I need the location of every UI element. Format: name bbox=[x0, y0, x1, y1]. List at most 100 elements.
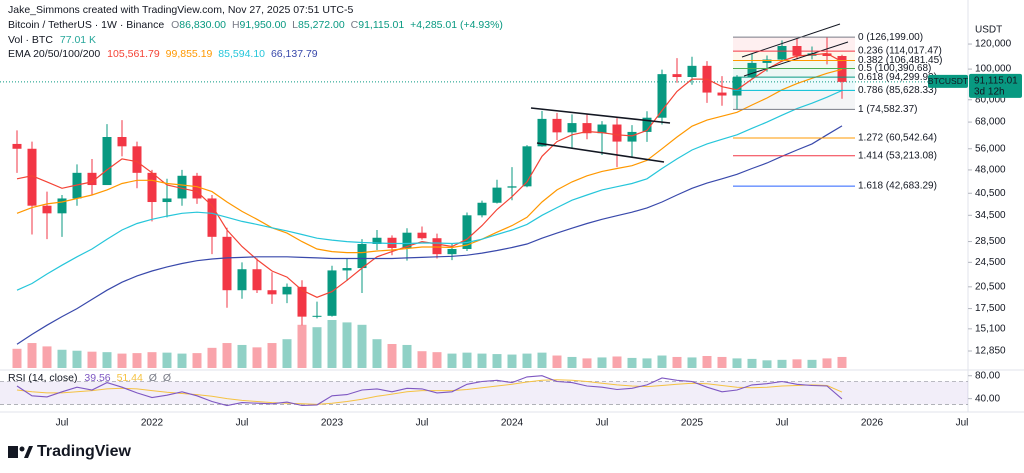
volume-bar bbox=[672, 356, 682, 368]
fib-label: 0.786 (85,628.33) bbox=[858, 85, 937, 96]
change: +4,285.01 (+4.93%) bbox=[410, 19, 503, 31]
fib-label: 1 (74,582.37) bbox=[858, 104, 918, 115]
price-tag-value: 91,115.01 bbox=[974, 76, 1018, 87]
y-tick-label: 34,500 bbox=[975, 210, 1006, 221]
candle-body bbox=[72, 172, 82, 199]
candle-body bbox=[267, 290, 277, 295]
candle-body bbox=[237, 269, 247, 291]
fib-zone bbox=[733, 51, 855, 61]
x-tick-label: 2025 bbox=[681, 418, 704, 429]
volume-bar bbox=[432, 352, 442, 368]
volume-bar bbox=[342, 322, 352, 368]
candle-body bbox=[507, 186, 517, 188]
logo-mark bbox=[24, 446, 33, 458]
candle-body bbox=[132, 146, 142, 173]
candle-body bbox=[627, 131, 637, 142]
fib-label: 0.5 (100,390.68) bbox=[858, 63, 931, 74]
volume-bar bbox=[177, 353, 187, 368]
volume-bar bbox=[147, 352, 157, 368]
candle-body bbox=[522, 146, 532, 187]
candle-body bbox=[432, 238, 442, 255]
fib-zone bbox=[733, 90, 855, 110]
x-tick-label: Jul bbox=[596, 418, 609, 429]
candle-body bbox=[477, 202, 487, 216]
volume-bar bbox=[12, 348, 22, 368]
fib-label: 1.272 (60,542.64) bbox=[858, 133, 937, 144]
candle-body bbox=[717, 92, 727, 96]
candle-body bbox=[297, 286, 307, 317]
candle-body bbox=[117, 137, 127, 147]
symbol-tag-text: BTCUSDT bbox=[928, 76, 968, 86]
volume-bar bbox=[387, 344, 397, 368]
candle-body bbox=[222, 236, 232, 291]
volume-bar bbox=[252, 347, 262, 368]
volume-bar bbox=[162, 352, 172, 368]
candle-body bbox=[372, 237, 382, 244]
ema-value: 66,137.79 bbox=[271, 48, 318, 60]
candle-body bbox=[642, 117, 652, 132]
x-tick-label: 2026 bbox=[861, 418, 884, 429]
volume-bar bbox=[102, 352, 112, 368]
x-tick-label: Jul bbox=[776, 418, 789, 429]
volume-bar bbox=[762, 360, 772, 368]
volume-bar bbox=[837, 356, 847, 368]
fib-zone bbox=[733, 77, 855, 91]
candle-body bbox=[12, 143, 22, 149]
volume-bar bbox=[282, 339, 292, 368]
fib-label: 1.618 (42,683.29) bbox=[858, 181, 937, 192]
candle-body bbox=[822, 53, 832, 57]
volume-bar bbox=[372, 339, 382, 368]
volume-bar bbox=[192, 353, 202, 368]
candle-body bbox=[327, 270, 337, 316]
price-layer bbox=[12, 37, 847, 407]
volume-bar bbox=[582, 358, 592, 368]
candle-body bbox=[567, 123, 577, 133]
fib-label: 1.414 (53,213.08) bbox=[858, 150, 937, 161]
volume-line: Vol · BTC 77.01 K bbox=[8, 34, 96, 46]
ema-value: 105,561.79 bbox=[107, 48, 160, 60]
fib-label: 0.618 (94,299.92) bbox=[858, 72, 937, 83]
volume-bar bbox=[642, 358, 652, 368]
x-tick-label: 2022 bbox=[141, 418, 164, 429]
y-tick-label: 17,500 bbox=[975, 303, 1006, 314]
y-tick-label: 24,500 bbox=[975, 257, 1006, 268]
candle-body bbox=[582, 123, 592, 134]
candle-body bbox=[87, 172, 97, 186]
candle-body bbox=[762, 59, 772, 63]
ema-line bbox=[16, 89, 843, 291]
ohlc-value: 91,950.00 bbox=[240, 19, 287, 31]
y-tick-label: 68,000 bbox=[975, 117, 1006, 128]
candle-body bbox=[27, 148, 37, 206]
candle-body bbox=[177, 175, 187, 199]
volume-bar bbox=[567, 356, 577, 368]
rsi-title: RSI (14, close) bbox=[8, 372, 77, 384]
y-tick-label: 80,000 bbox=[975, 94, 1006, 105]
rsi-line: RSI (14, close) 39.56 51.44 Ø Ø bbox=[8, 372, 171, 384]
volume-bar bbox=[312, 327, 322, 368]
volume-bar bbox=[327, 320, 337, 368]
logo-mark bbox=[8, 446, 18, 458]
candle-body bbox=[732, 77, 742, 96]
candle-body bbox=[357, 243, 367, 269]
volume-value: 77.01 K bbox=[60, 34, 96, 46]
y-tick-label: 28,500 bbox=[975, 236, 1006, 247]
candle-body bbox=[207, 198, 217, 237]
volume-bar bbox=[87, 351, 97, 368]
volume-bar bbox=[807, 359, 817, 368]
candle-body bbox=[387, 237, 397, 248]
ema-title: EMA 20/50/100/200 bbox=[8, 48, 100, 60]
fib-label: 0 (126,199.00) bbox=[858, 32, 923, 43]
candle-body bbox=[102, 137, 112, 186]
volume-bar bbox=[537, 352, 547, 368]
candle-body bbox=[597, 124, 607, 134]
credit: Jake_Simmons created with TradingView.co… bbox=[8, 4, 353, 16]
rsi-tick-label: 80.00 bbox=[975, 370, 1000, 381]
volume-bar bbox=[657, 355, 667, 368]
candle-body bbox=[282, 286, 292, 295]
currency: USDT bbox=[975, 25, 1002, 36]
candle-body bbox=[342, 268, 352, 271]
candle-body bbox=[537, 118, 547, 147]
volume-bar bbox=[267, 343, 277, 368]
volume-bar bbox=[777, 359, 787, 368]
